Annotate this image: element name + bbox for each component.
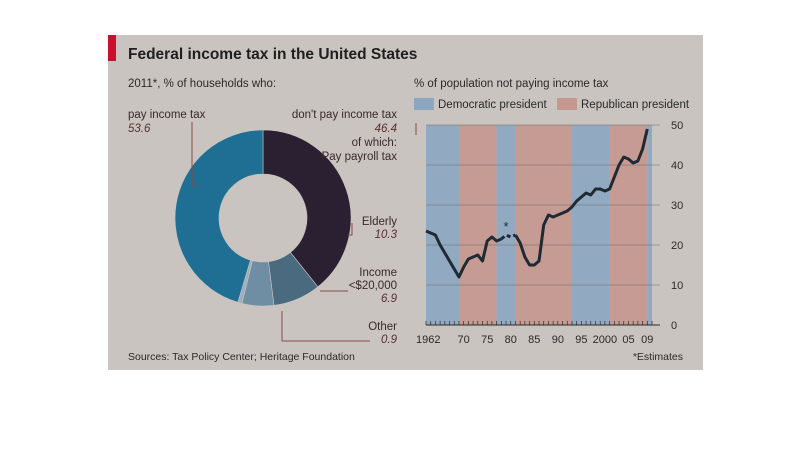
donut-slice-4 (174, 129, 264, 303)
x-tick-label-8: 05 (622, 334, 634, 346)
y-tick-label-1: 10 (671, 280, 683, 292)
slice-label-other: Other (368, 321, 397, 333)
donut-slice-0 (262, 129, 352, 288)
y-axis: 0 10 20 30 40 50 (671, 120, 683, 332)
legend-label-1: Republican president (581, 99, 690, 111)
x-tick-label-7: 2000 (593, 334, 617, 346)
gridlines (426, 124, 660, 326)
slice-payroll-label: Pay payroll tax (322, 151, 398, 163)
line-series: * (425, 128, 649, 279)
y-tick-label-2: 20 (671, 240, 683, 252)
slice-value-pay: 53.6 (128, 123, 151, 135)
slice-sub-dont: of which: (352, 137, 397, 149)
slice-value-dont: 46.4 (375, 123, 397, 135)
estimate-marker: * (504, 219, 509, 234)
slice-label-pay: pay income tax (128, 109, 206, 121)
slice-label-income-1: Income (359, 267, 397, 279)
x-axis: 1962 70 75 80 85 90 95 2000 05 09 (416, 321, 653, 346)
x-tick-label-3: 80 (505, 334, 517, 346)
x-tick-label-1: 70 (458, 334, 470, 346)
y-tick-label-3: 30 (671, 200, 683, 212)
era-band-0 (426, 125, 459, 325)
x-tick-label-5: 90 (552, 334, 564, 346)
series-line-estimated (500, 233, 517, 241)
era-band-6 (647, 125, 652, 325)
x-tick-label-6: 95 (575, 334, 587, 346)
donut-subtitle: 2011*, % of households who: (128, 78, 277, 90)
x-tick-label-0: 1962 (416, 334, 440, 346)
estimates-note: *Estimates (632, 351, 683, 363)
slice-value-elderly: 10.3 (375, 229, 398, 241)
leader-pay (191, 122, 197, 186)
slice-value-other: 0.9 (381, 334, 398, 346)
legend-swatch-0 (414, 98, 434, 110)
y-tick-label-4: 40 (671, 160, 683, 172)
president-era-bands (426, 125, 652, 325)
era-band-4 (571, 125, 610, 325)
legend-label-0: Democratic president (438, 99, 547, 111)
y-tick-label-5: 50 (671, 120, 683, 132)
donut-chart (174, 129, 352, 307)
x-tick-label-2: 75 (481, 334, 493, 346)
leader-other (281, 311, 370, 342)
slice-value-income: 6.9 (381, 293, 398, 305)
slice-label-dont: don't pay income tax (292, 109, 397, 121)
x-tick-label-9: 09 (641, 334, 653, 346)
era-band-2 (496, 125, 516, 325)
sources-note: Sources: Tax Policy Center; Heritage Fou… (128, 351, 355, 363)
era-band-1 (458, 125, 497, 325)
slice-label-elderly: Elderly (362, 216, 397, 228)
line-subtitle: % of population not paying income tax (414, 78, 609, 90)
page-title: Federal income tax in the United States (128, 46, 418, 63)
legend-swatch-1 (557, 98, 577, 110)
line-legend: Democratic president Republican president (414, 98, 690, 111)
series-line-1 (425, 229, 502, 279)
y-tick-label-0: 0 (671, 320, 677, 332)
slice-label-income-2: <$20,000 (349, 280, 397, 292)
leader-elderly (348, 223, 353, 236)
series-line-2 (514, 128, 649, 267)
charts-canvas: pay income tax 53.6 don't pay income tax… (128, 98, 690, 346)
x-tick-label-4: 85 (528, 334, 540, 346)
infographic-panel: Federal income tax in the United States … (108, 35, 703, 370)
brand-tab (108, 35, 116, 61)
